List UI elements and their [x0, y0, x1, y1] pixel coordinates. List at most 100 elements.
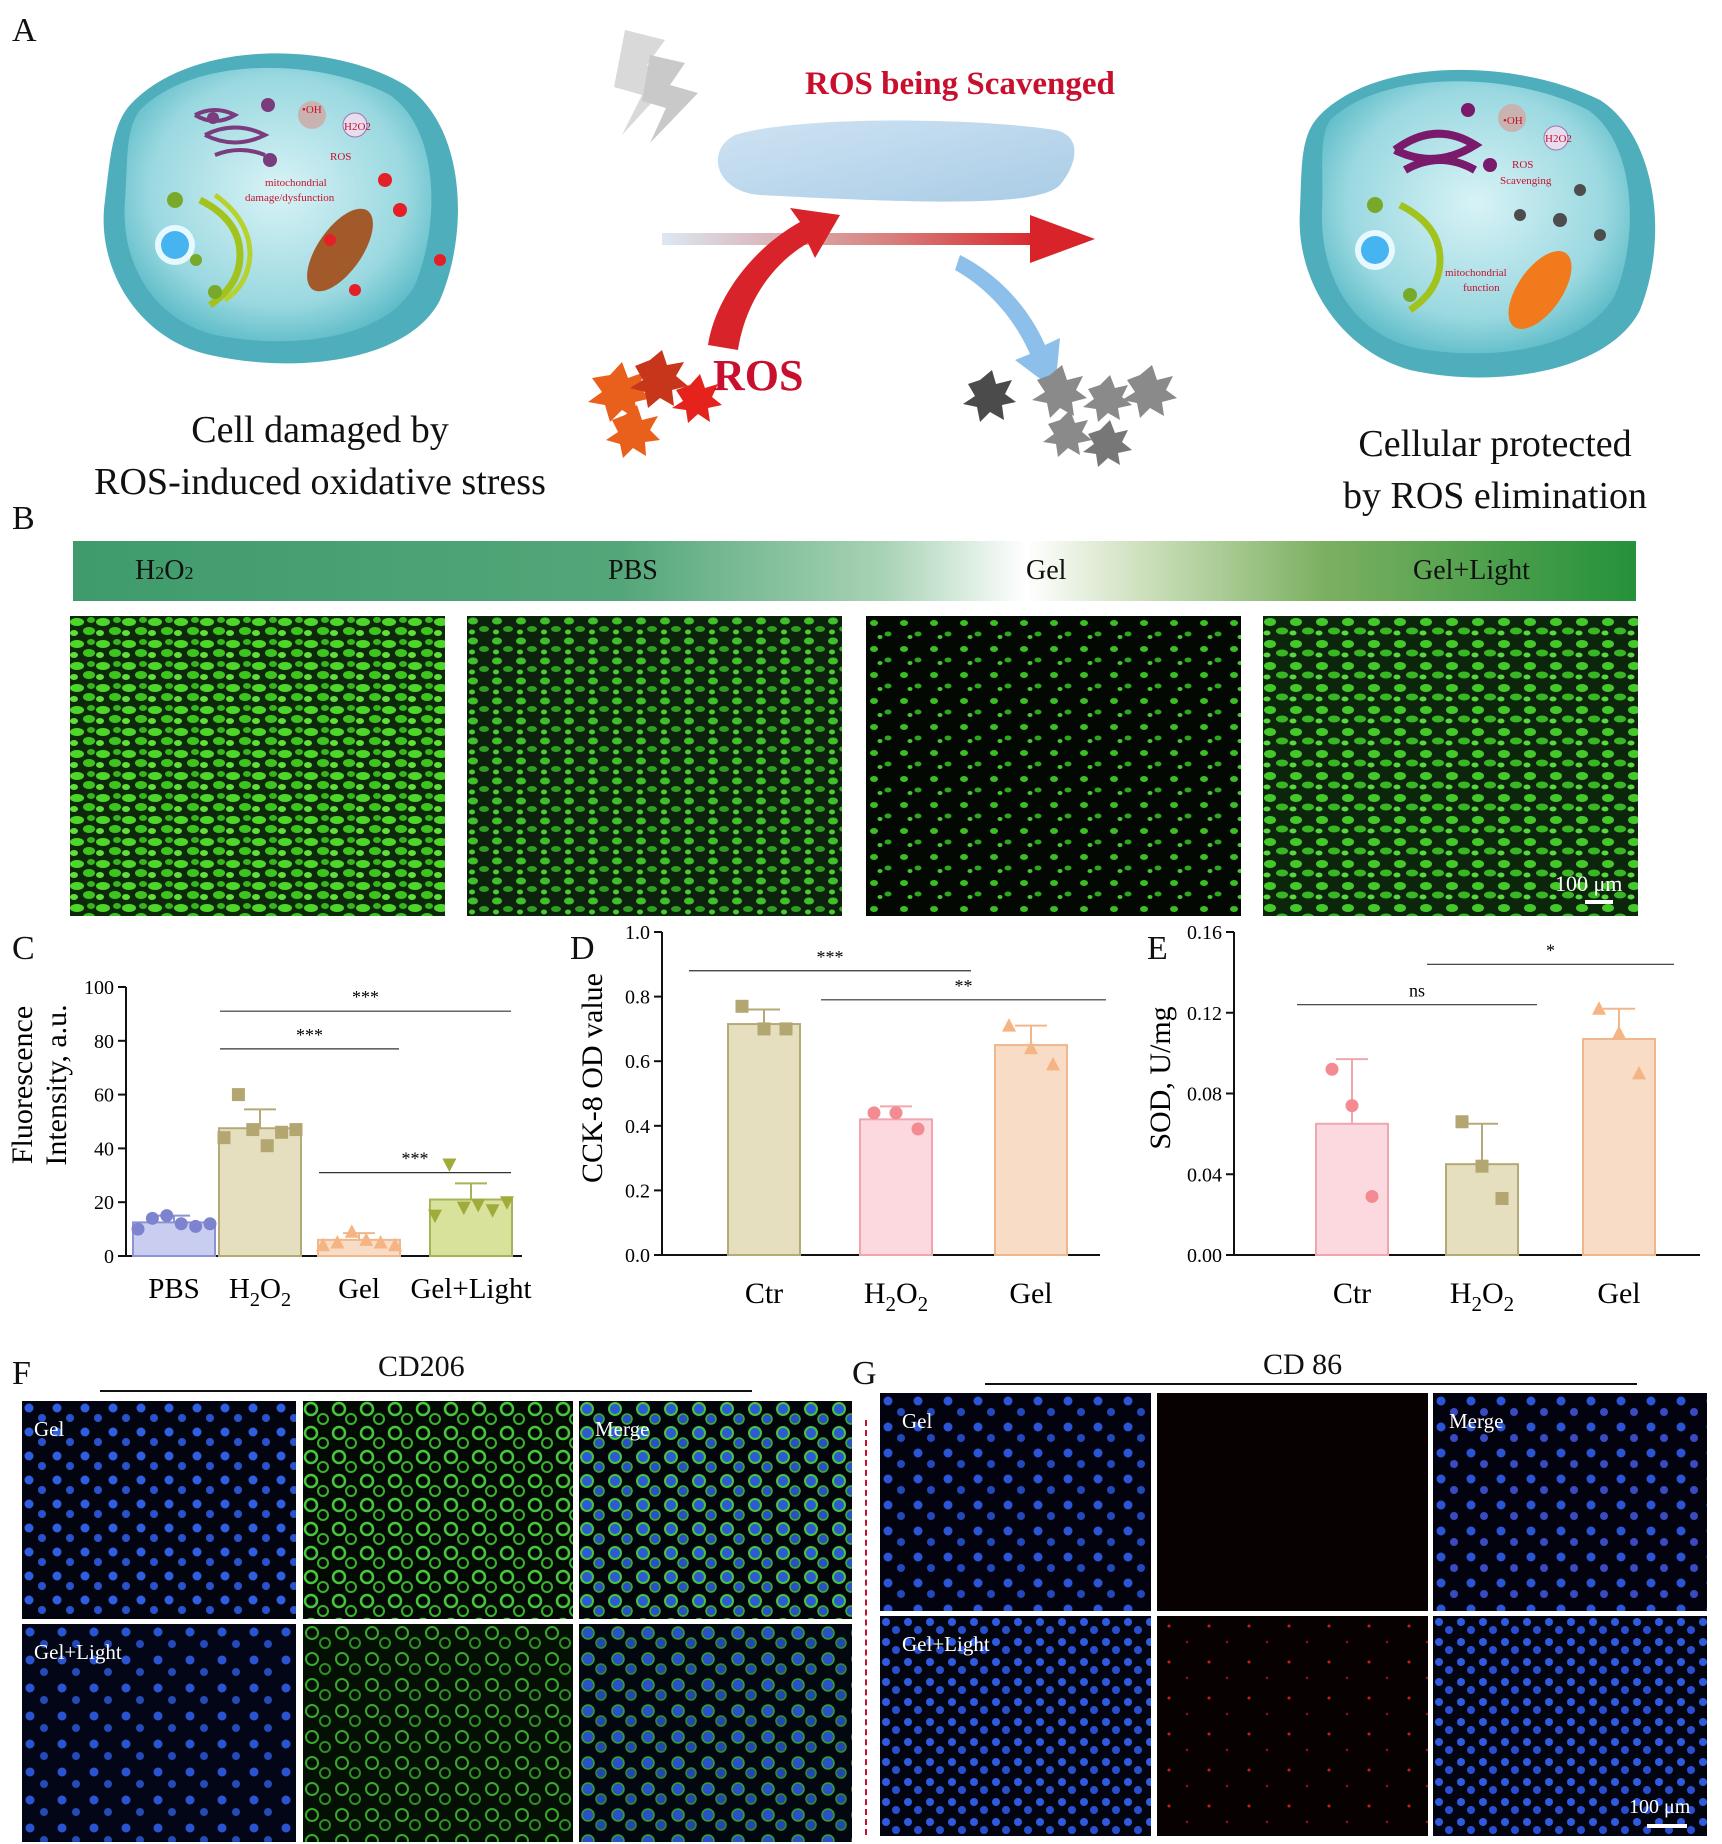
chart-c-ytick-label: 0 — [104, 1246, 114, 1268]
right-mito-label-1: mitochondrial — [1445, 267, 1507, 279]
chart-c-data-point — [456, 1201, 471, 1216]
chart-c-ylabel-2: Intensity, a.u. — [40, 1004, 73, 1165]
right-caption-line-1: Cellular protected — [1358, 423, 1632, 465]
right-caption: Cellular protected by ROS elimination — [1275, 418, 1715, 522]
chart-d-significance-label: *** — [817, 947, 844, 967]
chart-c-data-point — [260, 1139, 274, 1153]
right-ros-label: ROS — [1512, 159, 1533, 171]
left-ros-label: ROS — [330, 151, 351, 163]
chart-e-data-point — [1475, 1159, 1489, 1173]
chart-d-data-point — [867, 1106, 881, 1120]
chart-c-ytick-label: 60 — [94, 1085, 114, 1107]
panel-label-a: A — [12, 12, 37, 49]
chart-c-data-point — [189, 1219, 203, 1233]
chart-c-significance-label: *** — [402, 1149, 429, 1169]
micrograph-f-2-1: Gel+Light — [22, 1624, 296, 1842]
group-label-gel: Gel — [1026, 555, 1067, 586]
chart-c-bar — [429, 1198, 513, 1257]
chart-e-data-point — [1345, 1099, 1359, 1113]
panel-f-row1-label: Gel — [34, 1417, 65, 1441]
chart-e-category-label: H2O2 — [1450, 1277, 1514, 1316]
chart-e-data-point — [1612, 1025, 1626, 1039]
micrograph-b-3 — [866, 616, 1241, 916]
chart-d-data-point — [757, 1022, 771, 1036]
scalebar-g — [1647, 1824, 1687, 1828]
chart-c-ytick-label: 100 — [84, 977, 114, 999]
panel-g-title-line — [985, 1383, 1637, 1385]
panel-g-row1-label: Gel — [902, 1409, 933, 1433]
chart-d-category-label: H2O2 — [864, 1277, 928, 1316]
micrograph-g-1-3: Merge — [1433, 1393, 1707, 1611]
left-h2o2-label: H2O2 — [344, 121, 371, 133]
chart-d-ytick-label: 1.0 — [625, 922, 650, 944]
damaged-cell-illustration — [103, 53, 458, 364]
chart-c-data-point — [246, 1123, 260, 1137]
chart-c-data-point — [174, 1217, 188, 1231]
chart-e-data-point — [1325, 1062, 1339, 1076]
chart-c-data-point — [471, 1198, 486, 1213]
group-label-gel-light: Gel+Light — [1413, 555, 1530, 586]
panel-f-title-line — [100, 1390, 752, 1392]
chart-c-bar — [132, 1221, 216, 1257]
left-oh-label: •OH — [302, 104, 322, 116]
chart-d-ytick-label: 0.6 — [625, 1051, 650, 1073]
chart-c-significance-label: *** — [352, 987, 379, 1007]
chart-c-significance-label: *** — [296, 1025, 323, 1045]
chart-d-ylabel: CCK-8 OD value — [576, 973, 609, 1183]
ros-label: ROS — [713, 351, 804, 400]
left-caption-line-1: Cell damaged by — [191, 409, 449, 451]
chart-e-category-label: Ctr — [1333, 1277, 1371, 1310]
chart-d-data-point — [779, 1022, 793, 1036]
chart-c-ytick-label: 80 — [94, 1031, 114, 1053]
chart-c-data-point — [330, 1235, 345, 1249]
panel-label-e: E — [1147, 930, 1168, 967]
chart-c-ytick-label: 20 — [94, 1192, 114, 1214]
micrograph-b-1 — [70, 616, 445, 916]
left-caption-line-2: ROS-induced oxidative stress — [94, 461, 546, 503]
chart-d-data-point — [1024, 1040, 1038, 1055]
chart-c-data-point — [373, 1235, 388, 1249]
chart-c-category-label: Gel+Light — [410, 1273, 531, 1305]
panel-g-row2-label: Gel+Light — [902, 1632, 990, 1656]
chart-c-data-point — [231, 1088, 245, 1102]
chart-d-ytick-label: 0.4 — [625, 1116, 650, 1138]
micrograph-f-2-2 — [303, 1624, 573, 1842]
panel-label-d: D — [570, 930, 595, 967]
chart-e-ylabel: SOD, U/mg — [1144, 1006, 1177, 1149]
chart-d-ytick-label: 0.2 — [625, 1180, 650, 1202]
scavenged-down-arrow — [955, 255, 1060, 390]
micrograph-g-2-3: 100 μm — [1433, 1616, 1707, 1836]
ros-scavenged-label: ROS being Scavenged — [805, 66, 1115, 102]
chart-e-category-label: Gel — [1597, 1277, 1640, 1310]
chart-c-data-point — [485, 1204, 500, 1218]
panel-label-f: F — [12, 1355, 31, 1392]
left-caption: Cell damaged by ROS-induced oxidative st… — [40, 404, 600, 508]
micrograph-f-1-3: Merge — [579, 1401, 852, 1619]
panel-label-c: C — [12, 930, 35, 967]
chart-d-ytick-label: 0.8 — [625, 987, 650, 1009]
panel-g-merge-label: Merge — [1449, 1409, 1504, 1433]
chart-d-ytick-label: 0.0 — [625, 1245, 650, 1267]
chart-d-data-point — [1002, 1018, 1016, 1032]
micrograph-f-1-1: Gel — [22, 1401, 296, 1619]
chart-e-ytick-label: 0.16 — [1187, 922, 1222, 944]
lightning-icon — [614, 30, 698, 143]
micrograph-g-1-2 — [1157, 1393, 1428, 1611]
chart-c-data-point — [428, 1209, 442, 1224]
scalebar-b-label: 100 μm — [1555, 871, 1623, 896]
chart-c-bar — [218, 1127, 302, 1258]
chart-c-category-label: PBS — [148, 1273, 200, 1305]
chart-c-data-point — [316, 1237, 330, 1252]
chart-c-category-label: Gel — [338, 1273, 380, 1305]
hydrogel-plate — [717, 120, 1075, 202]
chart-e-ytick-label: 0.12 — [1187, 1003, 1222, 1025]
left-mito-label-2: damage/dysfunction — [245, 192, 335, 204]
chart-c-data-point — [145, 1211, 159, 1225]
micrograph-g-1-1: Gel — [880, 1393, 1151, 1611]
ros-up-arrow — [708, 208, 840, 350]
chart-d-data-point — [889, 1106, 903, 1120]
chart-d-significance-label: ** — [955, 976, 973, 996]
panel-label-g: G — [852, 1355, 877, 1392]
panel-divider — [865, 1420, 867, 1835]
micrograph-b-2 — [467, 616, 842, 916]
